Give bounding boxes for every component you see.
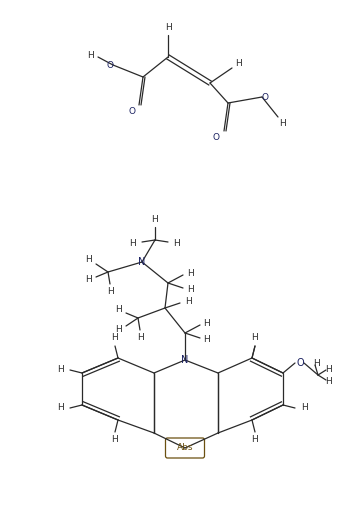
Text: H: H [252,333,258,342]
Text: H: H [112,435,118,445]
Text: N: N [138,257,146,267]
Text: H: H [325,377,331,387]
Text: H: H [57,366,63,374]
Text: H: H [87,51,93,59]
Text: H: H [115,326,121,334]
Text: H: H [325,366,331,374]
FancyBboxPatch shape [165,438,205,458]
Text: H: H [204,334,210,343]
Text: H: H [280,119,286,129]
Text: N: N [181,355,189,365]
Text: H: H [252,435,258,445]
Text: H: H [112,333,118,342]
Text: H: H [85,255,91,265]
Text: H: H [313,358,320,368]
Text: H: H [165,23,172,32]
Text: H: H [115,306,121,314]
Text: H: H [152,215,158,223]
Text: O: O [129,108,135,116]
Text: H: H [130,238,136,248]
Text: O: O [106,60,114,69]
Text: H: H [204,318,210,327]
Text: Abs: Abs [177,444,193,452]
Text: H: H [188,268,194,278]
Text: H: H [85,276,91,284]
Text: O: O [212,133,220,143]
Text: H: H [174,238,180,248]
Text: O: O [296,358,304,368]
Text: H: H [107,287,113,297]
Text: H: H [302,403,308,413]
Text: H: H [235,58,241,68]
Text: O: O [262,93,268,101]
Text: H: H [57,403,63,413]
Text: H: H [187,285,193,295]
Text: H: H [184,297,191,306]
Text: H: H [137,333,143,342]
